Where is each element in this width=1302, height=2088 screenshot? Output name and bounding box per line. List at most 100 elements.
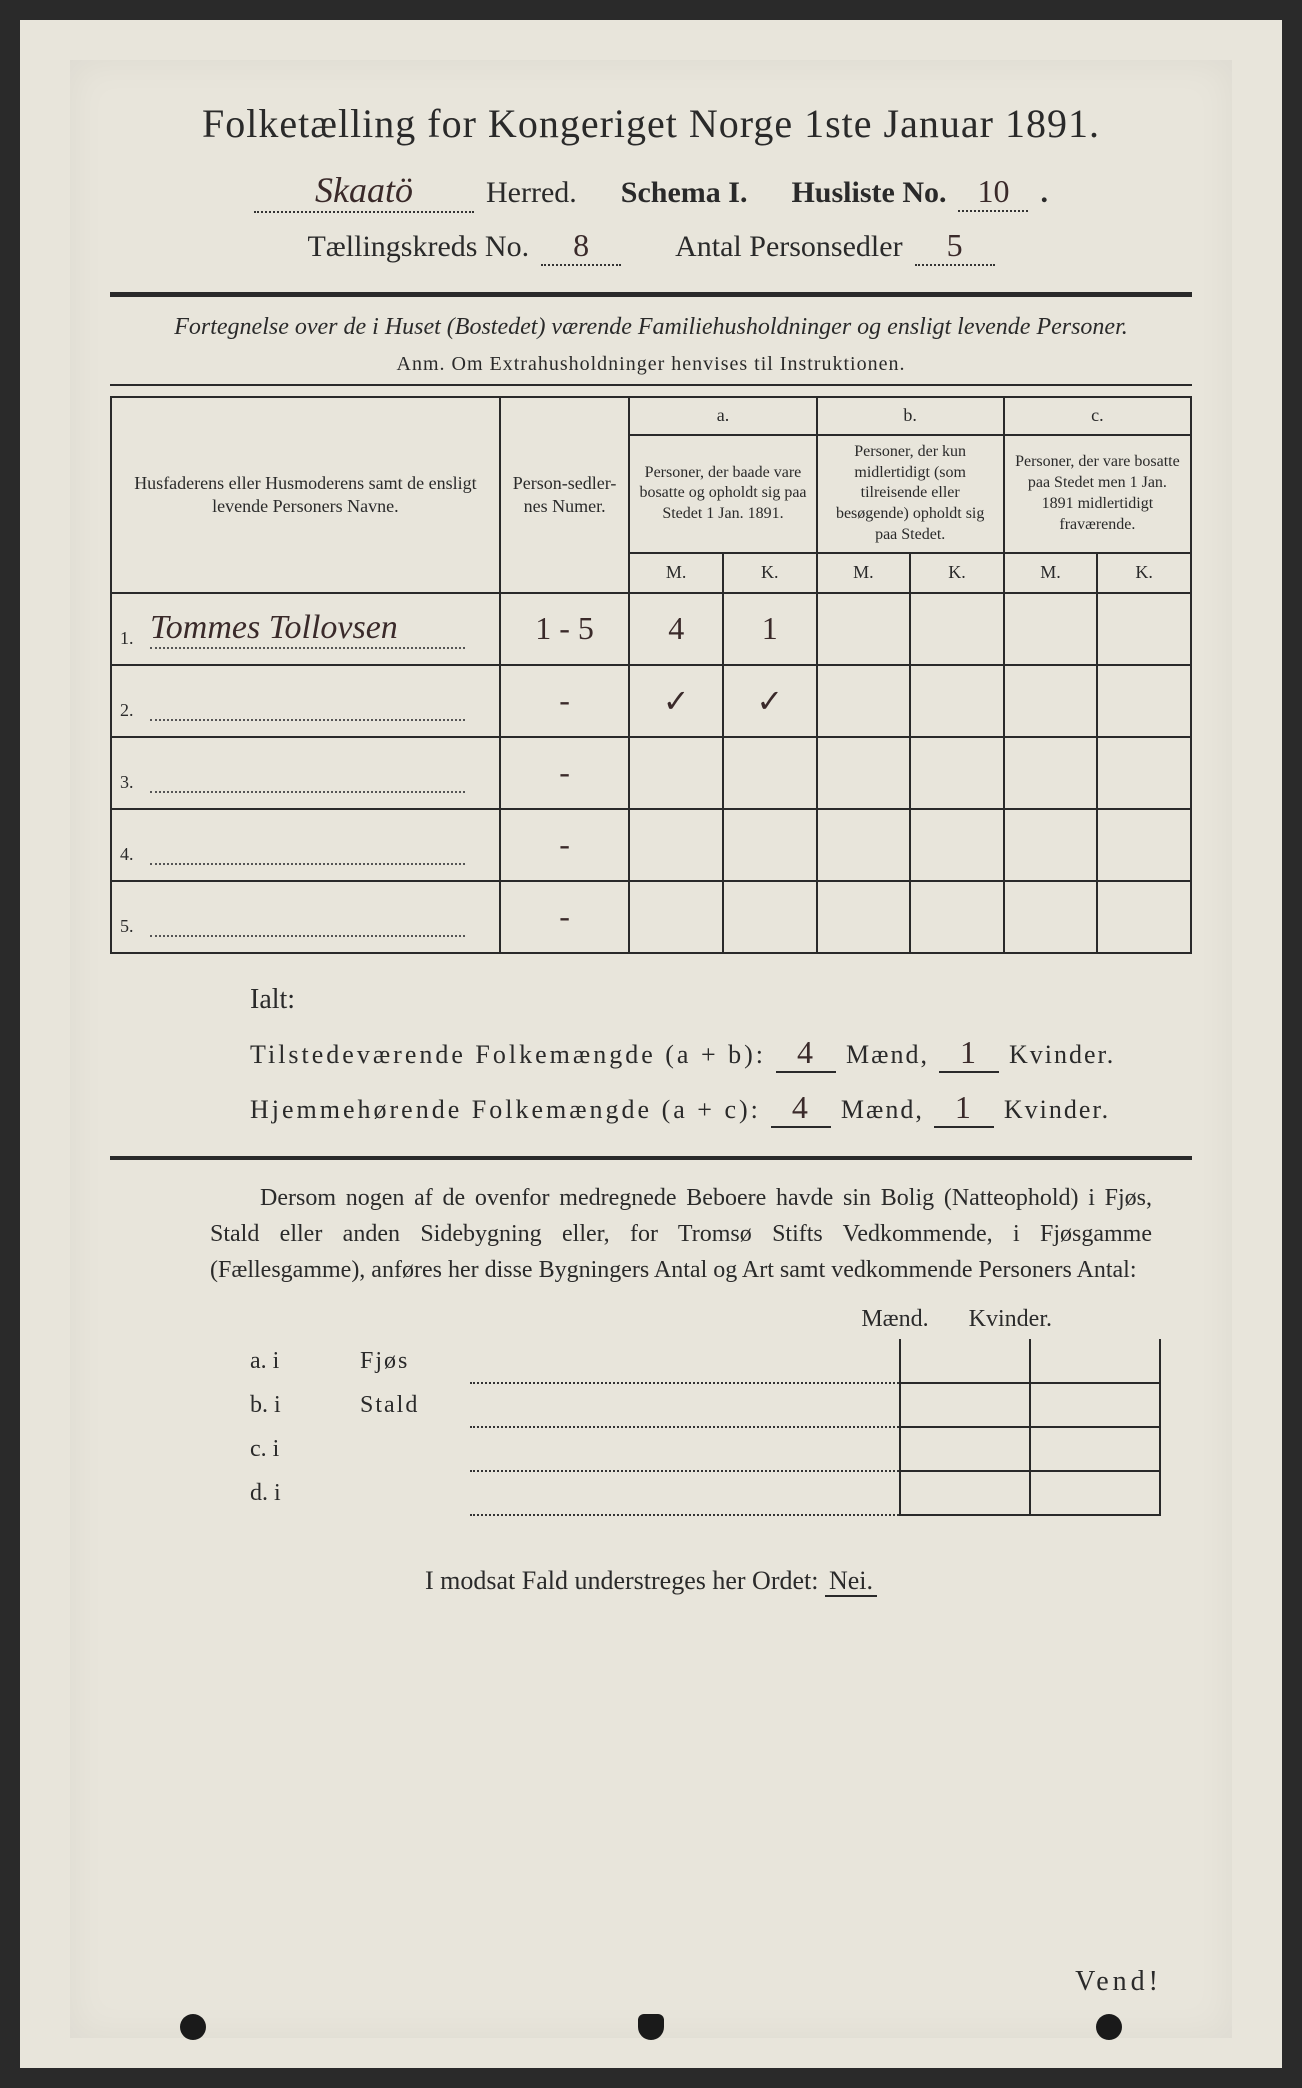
- ialt-kvinder: Kvinder.: [1004, 1095, 1110, 1125]
- row-num-cell: -: [500, 881, 630, 953]
- th-num: Person-sedler-nes Numer.: [500, 397, 630, 592]
- row-num-cell: -: [500, 665, 630, 737]
- ialt-r1m: 4: [776, 1034, 836, 1073]
- ob-dots: [470, 1339, 900, 1383]
- annotation: Anm. Om Extrahusholdninger henvises til …: [110, 353, 1192, 376]
- kreds-value: 8: [573, 227, 589, 263]
- row-num-cell: -: [500, 737, 630, 809]
- divider-thin: [110, 384, 1192, 386]
- ob-name: Fjøs: [350, 1339, 470, 1383]
- cell-bk: [910, 593, 1004, 665]
- th-ck: K.: [1097, 553, 1191, 593]
- th-bk: K.: [910, 553, 1004, 593]
- sedler-value: 5: [947, 227, 963, 263]
- cell-ck: [1097, 593, 1191, 665]
- row-name-cell: 5.: [111, 881, 500, 953]
- cell-am: 4: [629, 593, 723, 665]
- th-cm: M.: [1004, 553, 1098, 593]
- cell-cm: [1004, 593, 1098, 665]
- description: Fortegnelse over de i Huset (Bostedet) v…: [110, 311, 1192, 343]
- ialt-maend: Mænd,: [846, 1040, 929, 1070]
- th-bm: M.: [817, 553, 911, 593]
- punch-hole-icon: [638, 2014, 664, 2040]
- ialt-row-1: Tilstedeværende Folkemængde (a + b): 4 M…: [250, 1034, 1152, 1073]
- kreds-field: 8: [541, 227, 621, 266]
- cell-ck: [1097, 881, 1191, 953]
- outbuild-row: d. i: [240, 1471, 1160, 1515]
- cell-cm: [1004, 665, 1098, 737]
- outbuild-head-k: Kvinder.: [969, 1306, 1052, 1333]
- th-name: Husfaderens eller Husmoderens samt de en…: [111, 397, 500, 592]
- cell-am: ✓: [629, 665, 723, 737]
- header-row-2: Tællingskreds No. 8 Antal Personsedler 5: [110, 227, 1192, 266]
- ob-dots: [470, 1471, 900, 1515]
- th-a-top: a.: [629, 397, 816, 434]
- cell-ak: 1: [723, 593, 817, 665]
- ialt-r1k: 1: [939, 1034, 999, 1073]
- husliste-label: Husliste No.: [791, 176, 946, 210]
- cell-am: [629, 737, 723, 809]
- cell-ak: [723, 737, 817, 809]
- th-a: Personer, der baade vare bosatte og opho…: [629, 435, 816, 553]
- th-ak: K.: [723, 553, 817, 593]
- ob-box-k: [1030, 1339, 1160, 1383]
- outbuilding-block: Mænd. Kvinder. a. iFjøsb. iStaldc. id. i: [240, 1306, 1192, 1516]
- ob-name: Stald: [350, 1383, 470, 1427]
- cell-ck: [1097, 809, 1191, 881]
- schema-label: Schema I.: [621, 176, 748, 210]
- ob-label: a. i: [240, 1339, 350, 1383]
- ob-dots: [470, 1383, 900, 1427]
- divider: [110, 1156, 1192, 1160]
- th-c-top: c.: [1004, 397, 1191, 434]
- cell-bm: [817, 809, 911, 881]
- cell-ck: [1097, 665, 1191, 737]
- kreds-label: Tællingskreds No.: [307, 230, 529, 264]
- outbuild-head-m: Mænd.: [861, 1306, 928, 1333]
- herred-label: Herred.: [486, 176, 577, 210]
- table-row: 4.-: [111, 809, 1191, 881]
- vend-label: Vend!: [1075, 1966, 1162, 1998]
- ialt-r2m: 4: [771, 1089, 831, 1128]
- census-table: Husfaderens eller Husmoderens samt de en…: [110, 396, 1192, 953]
- husliste-field: 10: [958, 173, 1028, 212]
- cell-cm: [1004, 737, 1098, 809]
- th-c: Personer, der vare bosatte paa Stedet me…: [1004, 435, 1191, 553]
- nei-text: I modsat Fald understreges her Ordet:: [425, 1566, 819, 1595]
- row-name-cell: 3.: [111, 737, 500, 809]
- cell-ak: [723, 809, 817, 881]
- outbuild-head: Mænd. Kvinder.: [240, 1306, 1192, 1333]
- ialt-row1-label: Tilstedeværende Folkemængde (a + b):: [250, 1040, 766, 1070]
- row-name-cell: 2.: [111, 665, 500, 737]
- outbuild-row: a. iFjøs: [240, 1339, 1160, 1383]
- ob-name: [350, 1471, 470, 1515]
- ob-box-k: [1030, 1383, 1160, 1427]
- period: .: [1040, 176, 1048, 210]
- th-am: M.: [629, 553, 723, 593]
- ialt-maend: Mænd,: [841, 1095, 924, 1125]
- ob-box-m: [900, 1427, 1030, 1471]
- cell-bm: [817, 665, 911, 737]
- page-title: Folketælling for Kongeriget Norge 1ste J…: [110, 100, 1192, 147]
- ob-dots: [470, 1427, 900, 1471]
- table-row: 5.-: [111, 881, 1191, 953]
- herred-value: Skaatö: [315, 170, 413, 210]
- cell-bk: [910, 665, 1004, 737]
- ialt-kvinder: Kvinder.: [1009, 1040, 1115, 1070]
- ialt-row2-label: Hjemmehørende Folkemængde (a + c):: [250, 1095, 761, 1125]
- ob-box-m: [900, 1383, 1030, 1427]
- cell-bm: [817, 593, 911, 665]
- cell-ak: [723, 881, 817, 953]
- ob-label: c. i: [240, 1427, 350, 1471]
- cell-cm: [1004, 881, 1098, 953]
- ob-box-m: [900, 1339, 1030, 1383]
- table-row: 2.-✓✓: [111, 665, 1191, 737]
- row-num-cell: 1 - 5: [500, 593, 630, 665]
- herred-field: Skaatö: [254, 169, 474, 213]
- cell-am: [629, 809, 723, 881]
- row-num-cell: -: [500, 809, 630, 881]
- header-row-1: Skaatö Herred. Schema I. Husliste No. 10…: [110, 169, 1192, 213]
- ob-box-m: [900, 1471, 1030, 1515]
- punch-hole-icon: [1096, 2014, 1122, 2040]
- cell-bk: [910, 881, 1004, 953]
- outbuild-row: b. iStald: [240, 1383, 1160, 1427]
